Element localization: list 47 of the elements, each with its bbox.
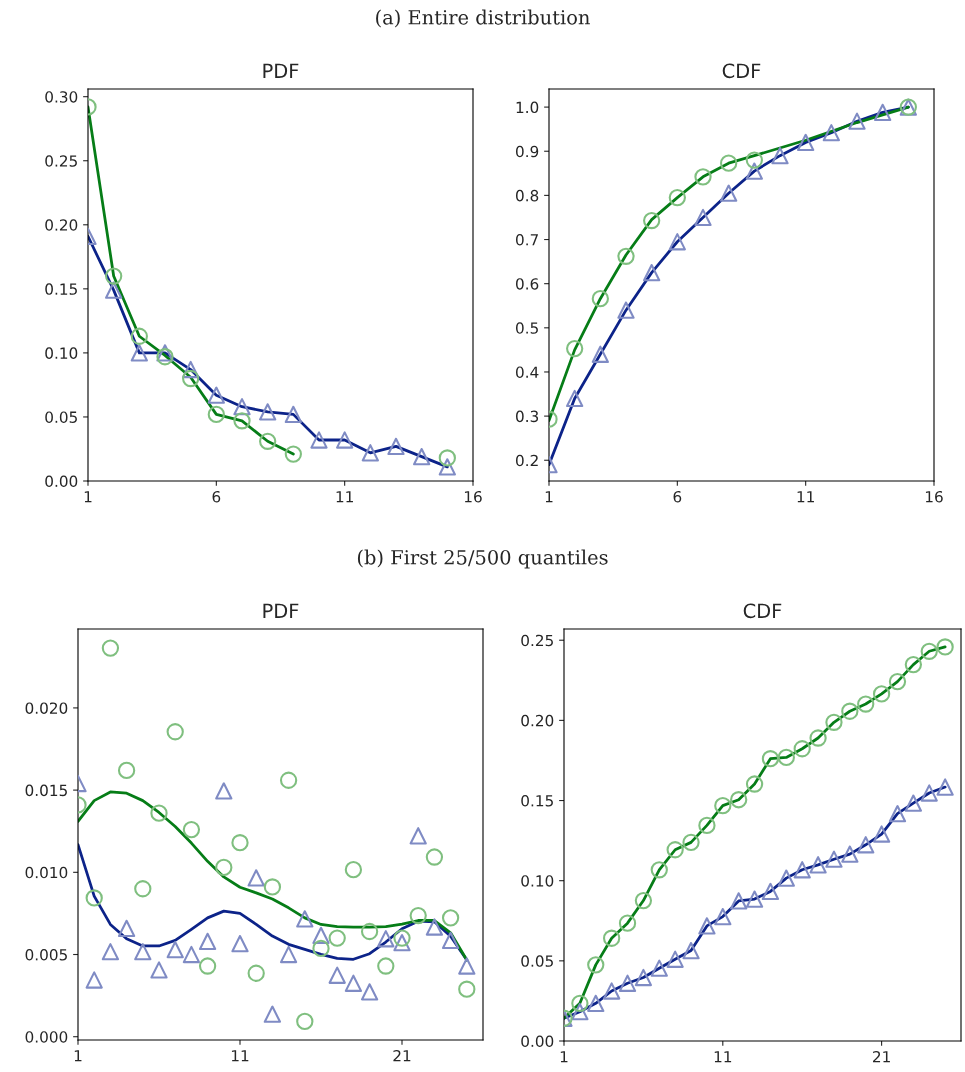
y-tick-label: 0.00: [45, 475, 78, 488]
chart-title: CDF: [722, 63, 761, 79]
y-tick-label: 0.015: [25, 784, 67, 797]
y-tick-label: 0.00: [521, 1035, 554, 1048]
y-tick-label: 0.20: [45, 219, 78, 231]
y-tick-label: 0.4: [515, 366, 539, 378]
x-tick-label: 11: [231, 1050, 249, 1062]
chart-title: PDF: [263, 63, 299, 78]
y-tick-label: 0.3: [515, 410, 539, 423]
y-tick-label: 0.05: [45, 411, 77, 423]
y-tick-label: 0.10: [45, 347, 78, 359]
y-tick-label: 0.000: [25, 1031, 68, 1043]
y-tick-label: 0.25: [521, 634, 553, 647]
y-tick-label: 0.010: [25, 866, 68, 879]
chart-title: CDF: [743, 603, 782, 619]
y-tick-label: 0.005: [25, 948, 67, 961]
x-tick-label: 11: [336, 491, 353, 503]
y-tick-label: 0.6: [515, 278, 539, 290]
chart-title: PDF: [263, 603, 299, 618]
x-tick-label: 1: [84, 491, 92, 503]
y-tick-label: 0.25: [45, 155, 77, 167]
y-tick-label: 0.7: [515, 234, 538, 246]
y-tick-label: 0.30: [45, 91, 78, 103]
y-tick-label: 1.0: [516, 101, 539, 114]
x-tick-label: 16: [464, 490, 482, 503]
x-tick-label: 11: [797, 491, 814, 503]
x-tick-label: 11: [714, 1051, 732, 1063]
y-tick-label: 0.10: [521, 875, 554, 887]
x-tick-label: 21: [393, 1049, 411, 1062]
y-tick-label: 0.8: [515, 189, 539, 202]
x-tick-label: 1: [74, 1050, 82, 1062]
chart-subtitle: (b) First 25/500 quantiles: [357, 549, 608, 569]
y-tick-label: 0.20: [521, 714, 554, 727]
y-tick-label: 0.020: [25, 702, 68, 714]
x-tick-label: 6: [673, 490, 682, 503]
y-tick-label: 0.5: [515, 322, 538, 334]
y-tick-label: 0.9: [515, 145, 539, 158]
x-tick-label: 16: [925, 490, 943, 503]
y-tick-label: 0.05: [521, 955, 553, 967]
x-tick-label: 1: [545, 491, 553, 503]
y-tick-label: 0.2: [515, 454, 538, 467]
x-tick-label: 21: [873, 1050, 890, 1063]
chart-subtitle: (a) Entire distribution: [376, 9, 590, 28]
y-tick-label: 0.15: [45, 283, 77, 295]
x-tick-label: 1: [560, 1051, 568, 1063]
y-tick-label: 0.15: [521, 795, 553, 807]
x-tick-label: 6: [212, 490, 221, 503]
